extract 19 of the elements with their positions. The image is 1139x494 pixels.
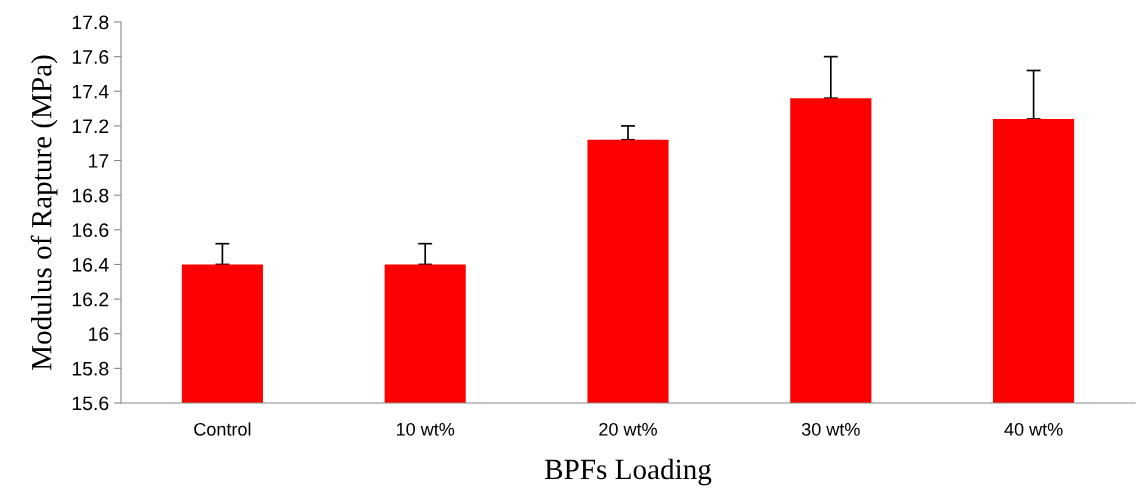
y-axis-title: Modulus of Rapture (MPa) [30, 55, 58, 371]
y-tick-label: 17.2 [72, 119, 109, 133]
y-tick-label: 16.8 [72, 188, 109, 203]
x-tick-label: Control [194, 422, 251, 436]
y-tick-label: 17 [89, 154, 109, 168]
y-tick-label: 17.4 [72, 84, 109, 99]
y-tick-label: 15.8 [72, 361, 109, 376]
x-axis-title: BPFs Loading [544, 458, 712, 486]
x-tick-label: 40 wt% [1004, 422, 1063, 436]
y-tick-label: 17.8 [72, 15, 109, 30]
x-tick-label: 10 wt% [396, 422, 455, 436]
x-tick-label: 20 wt% [599, 422, 657, 436]
y-tick-label: 16.2 [72, 292, 109, 307]
y-tick-label: 16.6 [72, 223, 109, 238]
y-tick-label: 16.4 [72, 257, 109, 272]
y-tick-label: 16 [89, 327, 109, 341]
y-tick-label: 17.6 [72, 50, 109, 64]
y-tick-label: 15.6 [72, 396, 109, 411]
x-tick-label: 30 wt% [801, 422, 860, 436]
